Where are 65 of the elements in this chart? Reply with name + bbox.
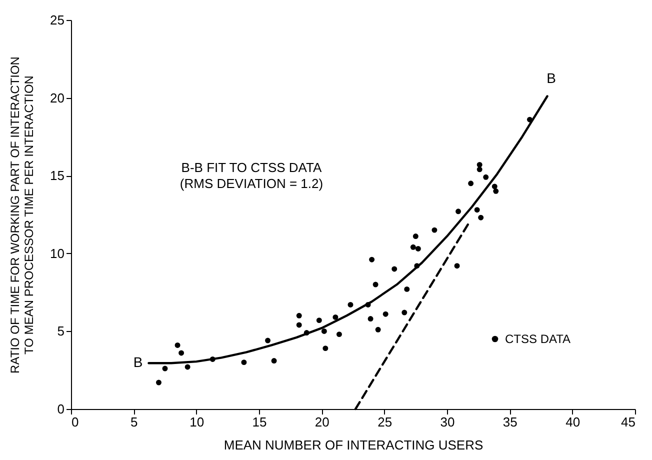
point [178, 350, 184, 356]
annotation: B [546, 70, 556, 86]
point [454, 263, 460, 269]
point [322, 346, 328, 352]
x-tick-label: 20 [314, 414, 330, 430]
y-tick-label: 0 [57, 402, 64, 416]
point [483, 174, 489, 180]
point [162, 366, 168, 372]
annotation: B [133, 354, 143, 370]
point [392, 266, 398, 272]
y-tick-label: 25 [50, 12, 64, 28]
point [156, 380, 162, 386]
x-tick-label: 35 [502, 414, 518, 430]
point [476, 162, 482, 168]
point [412, 234, 418, 240]
point [372, 282, 378, 288]
point [241, 360, 247, 366]
y-tick-label: 5 [57, 324, 64, 339]
point [410, 244, 416, 250]
point [271, 358, 277, 364]
point [526, 116, 532, 122]
point [321, 328, 327, 334]
point [304, 330, 310, 336]
point [369, 256, 375, 262]
point [474, 207, 480, 213]
point [478, 214, 484, 220]
x-tick-label: 30 [440, 414, 455, 430]
point [402, 310, 408, 316]
x-tick-label: 25 [378, 414, 392, 430]
point [184, 364, 190, 370]
point [174, 342, 180, 348]
point [382, 311, 388, 317]
y-axis-title: RATIO OF TIME FOR WORKING PART OF INTERACTION TO MEAN PROCESSOR TIME PER INTERACTION [8, 56, 36, 374]
x-tick-label: 0 [72, 414, 79, 430]
x-tick-label: 10 [190, 414, 204, 430]
point [316, 318, 322, 324]
point [414, 263, 420, 269]
y-tick-label: 20 [50, 90, 64, 106]
point [336, 332, 342, 338]
point [332, 314, 338, 320]
x-tick-label: 15 [252, 414, 267, 430]
point [296, 322, 302, 328]
point [348, 302, 354, 308]
x-tick-label: 45 [621, 414, 636, 430]
point [265, 338, 271, 344]
point [365, 302, 371, 308]
y-tick-label: 10 [50, 246, 64, 261]
point [375, 326, 381, 332]
legend-label: CTSS DATA [505, 332, 571, 346]
point [415, 246, 421, 252]
y-tick-label: 15 [50, 168, 64, 184]
point [456, 208, 462, 214]
point [432, 227, 438, 233]
point [476, 166, 482, 172]
x-tick-label: 5 [130, 414, 138, 430]
point [492, 184, 498, 190]
point [404, 286, 410, 292]
point [493, 188, 499, 194]
x-tick-label: 40 [566, 414, 580, 430]
point [368, 316, 374, 322]
annotation: B-B FIT TO CTSS DATA (RMS DEVIATION = 1.2) [180, 160, 324, 191]
point [468, 180, 474, 186]
point [296, 312, 302, 318]
x-axis-title: MEAN NUMBER OF INTERACTING USERS [224, 438, 484, 452]
point [210, 356, 216, 362]
